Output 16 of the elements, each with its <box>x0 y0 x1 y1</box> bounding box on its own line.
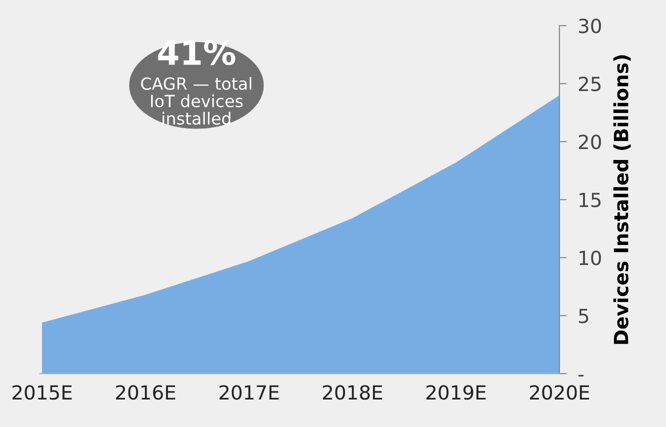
y-tick-label: 5 <box>578 308 588 324</box>
y-tick-label: 15 <box>580 192 601 208</box>
x-tick-label: 2018E <box>323 385 382 400</box>
x-tick-label: 2017E <box>220 385 279 400</box>
y-tick-label: - <box>578 374 584 376</box>
x-tick-label: 2016E <box>116 385 176 400</box>
y-tick-label: 10 <box>580 250 601 266</box>
y-tick-label: 25 <box>578 76 601 92</box>
x-tick-label: 2015E <box>12 385 72 400</box>
x-tick-label: 2020E <box>530 385 590 400</box>
annotation: 41% <box>158 40 236 66</box>
y-tick-label: 20 <box>578 134 601 150</box>
y-tick-label: 30 <box>578 18 601 34</box>
y-axis-title: Devices Installed (Billions) <box>613 55 631 344</box>
x-tick-label: 2019E <box>426 385 486 400</box>
annotation: CAGR — total IoT devices installed <box>141 77 252 125</box>
